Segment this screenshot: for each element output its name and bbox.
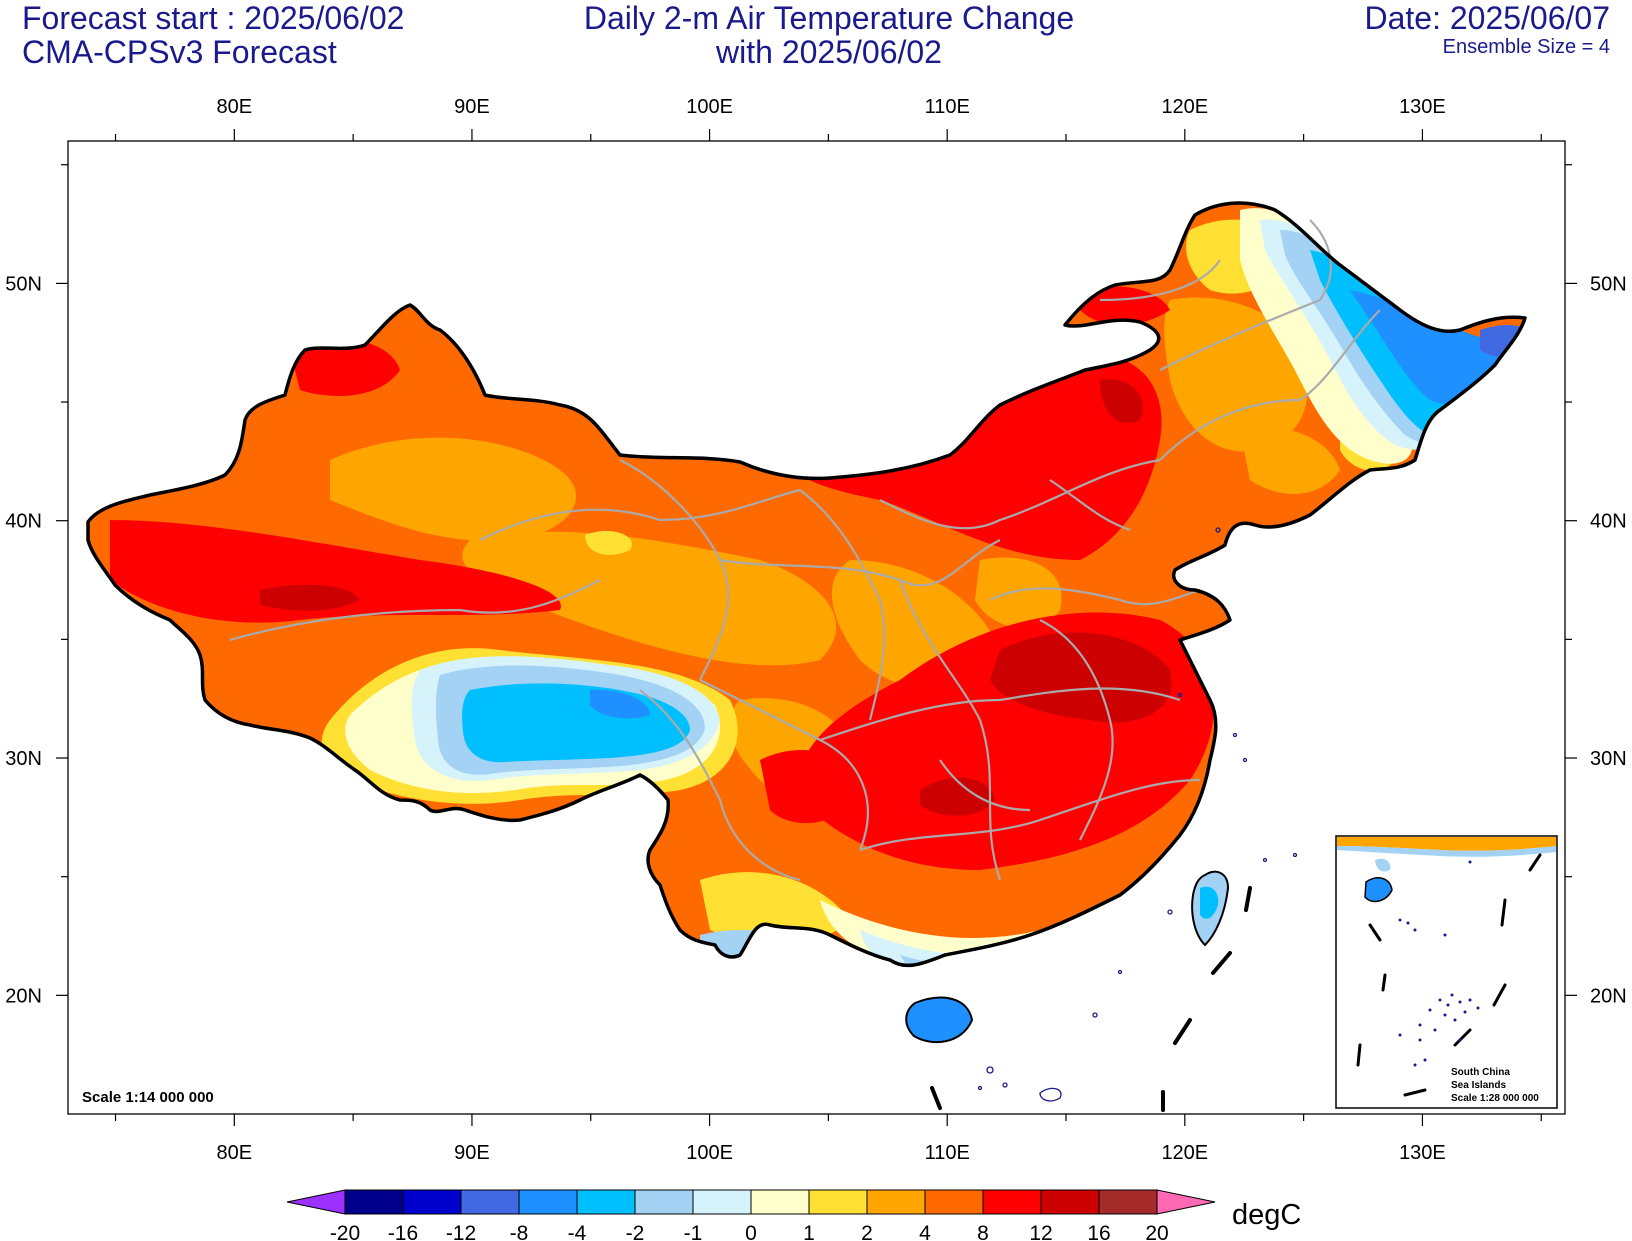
forecast-start-label: Forecast start : 2025/06/02 — [22, 0, 405, 36]
lon-label-top: 90E — [454, 96, 490, 118]
colorbar-level-label: 0 — [745, 1222, 757, 1241]
colorbar-min-triangle — [286, 1189, 346, 1215]
province-boundaries — [229, 219, 1381, 882]
lat-label-left: 50N — [5, 273, 42, 295]
lon-label-top: 130E — [1399, 96, 1446, 118]
lon-label-top: 120E — [1161, 96, 1208, 118]
colorbar-swatch — [982, 1189, 1042, 1215]
nine-dash-line — [930, 886, 1252, 1112]
lat-label-right: 40N — [1590, 511, 1627, 533]
colorbar-level-label: -2 — [626, 1222, 645, 1241]
colorbar-swatch — [750, 1189, 810, 1215]
colorbar-swatch — [1040, 1189, 1100, 1215]
lon-label-bottom: 90E — [454, 1142, 490, 1164]
lon-label-top: 80E — [217, 96, 253, 118]
colorbar-level-label: 20 — [1145, 1222, 1168, 1241]
colorbar-level-label: 8 — [977, 1222, 989, 1241]
valid-date-label: Date: 2025/06/07 — [1364, 0, 1610, 36]
colorbar-swatch — [634, 1189, 694, 1215]
colorbar-level-label: -16 — [388, 1222, 418, 1241]
lon-label-top: 110E — [925, 96, 970, 118]
lat-label-left: 30N — [5, 748, 42, 770]
colorbar-unit-label: degC — [1232, 1199, 1301, 1231]
hainan-island — [905, 996, 974, 1044]
axis-ticks: 80E 80E 90E 90E 100E 100E 110E 110E 120E 120E 130E… — [5, 96, 1626, 1164]
colorbar-swatch — [460, 1189, 520, 1215]
lon-label-bottom: 80E — [217, 1142, 253, 1164]
lat-label-right: 20N — [1590, 985, 1627, 1007]
colorbar-level-label: -8 — [510, 1222, 529, 1241]
colorbar-level-label: -20 — [330, 1222, 360, 1241]
inset-title-line1: South China — [1451, 1067, 1510, 1078]
colorbar-level-label: 12 — [1029, 1222, 1052, 1241]
inset-title-line2: Sea Islands — [1451, 1080, 1506, 1091]
colorbar-swatch — [1098, 1189, 1158, 1215]
colorbar-level-label: 2 — [861, 1222, 873, 1241]
model-name-label: CMA-CPSv3 Forecast — [22, 34, 337, 70]
colorbar-level-label: 1 — [803, 1222, 815, 1241]
lon-label-bottom: 120E — [1161, 1142, 1208, 1164]
inset-islands — [1398, 860, 1480, 1067]
colorbar-swatch — [402, 1189, 462, 1215]
lat-label-right: 50N — [1590, 273, 1627, 295]
colorbar-swatch — [344, 1189, 404, 1215]
lon-label-bottom: 100E — [686, 1142, 733, 1164]
map-title: Daily 2-m Air Temperature Change — [583, 0, 1075, 36]
lat-label-left: 20N — [5, 985, 42, 1007]
colorbar-level-label: -4 — [568, 1222, 587, 1241]
colorbar-swatch — [924, 1189, 984, 1215]
colorbar-swatch — [576, 1189, 636, 1215]
ensemble-size-label: Ensemble Size = 4 — [1442, 36, 1610, 58]
colorbar-level-label: -12 — [446, 1222, 476, 1241]
south-china-sea-inset: South China Sea Islands Scale 1:28 000 0… — [1335, 835, 1558, 1109]
colorbar-level-label: 16 — [1087, 1222, 1110, 1241]
colorbar-level-label: -1 — [684, 1222, 703, 1241]
lat-label-left: 40N — [5, 511, 42, 533]
colorbar-swatch — [808, 1189, 868, 1215]
map-scale-label: Scale 1:14 000 000 — [82, 1089, 214, 1106]
country-border — [86, 201, 1527, 968]
colorbar-max-triangle — [1156, 1189, 1216, 1215]
colorbar-swatch — [866, 1189, 926, 1215]
inset-scale-label: Scale 1:28 000 000 — [1451, 1093, 1539, 1104]
colorbar-swatch — [518, 1189, 578, 1215]
lat-label-right: 30N — [1590, 748, 1627, 770]
lon-label-bottom: 130E — [1399, 1142, 1446, 1164]
colorbar-swatch — [692, 1189, 752, 1215]
map-subtitle: with 2025/06/02 — [716, 34, 942, 70]
lon-label-bottom: 110E — [925, 1142, 970, 1164]
lon-label-top: 100E — [686, 96, 733, 118]
small-islands — [977, 527, 1298, 1102]
colorbar-level-label: 4 — [919, 1222, 931, 1241]
